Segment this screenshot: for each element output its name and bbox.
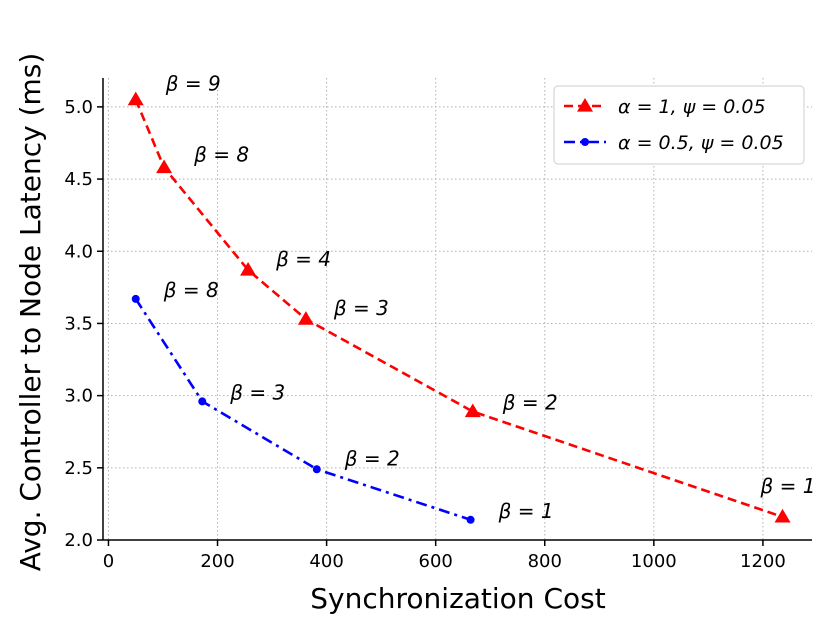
y-axis-label: Avg. Controller to Node Latency (ms)	[14, 53, 47, 572]
x-tick-label: 1000	[631, 551, 677, 572]
series-line-2	[134, 298, 471, 522]
data-point	[198, 397, 207, 406]
point-annotation: β = 2	[344, 446, 400, 470]
series-layer	[127, 91, 791, 524]
legend-marker	[581, 138, 589, 146]
point-annotation: β = 1	[760, 474, 816, 498]
legend: α = 1, ψ = 0.05 α = 0.5, ψ = 0.05	[553, 85, 805, 165]
point-annotation: β = 4	[275, 247, 331, 271]
data-point	[240, 262, 257, 276]
point-annotation: β = 1	[498, 499, 554, 523]
y-tick-label: 4.5	[64, 169, 93, 190]
point-annotation: β = 8	[163, 278, 219, 302]
legend-box	[553, 85, 805, 165]
data-point	[156, 159, 173, 174]
x-tick-label: 1200	[740, 551, 786, 572]
point-annotation: β = 9	[165, 72, 221, 96]
legend-label: α = 1, ψ = 0.05	[618, 96, 766, 118]
legend-label: α = 0.5, ψ = 0.05	[618, 132, 784, 154]
point-annotation: β = 3	[333, 296, 389, 320]
legend-marker	[577, 98, 593, 112]
y-tick-label: 2.0	[64, 530, 93, 551]
y-tick-label: 4.0	[64, 241, 93, 262]
data-point	[774, 508, 791, 523]
series-line-1	[134, 99, 783, 519]
data-point	[312, 465, 321, 474]
y-tick-label: 2.5	[64, 458, 93, 479]
point-annotation: β = 2	[502, 391, 558, 415]
data-point	[297, 311, 314, 325]
data-point	[127, 91, 144, 106]
x-tick-label: 400	[309, 551, 343, 572]
axes	[102, 78, 812, 541]
x-tick-label: 0	[103, 551, 114, 572]
ticks: 0 200 400 600 800 1000 1200 2.0 2.5 3.0 3.5 4.0 4.5 5…	[64, 97, 785, 572]
y-tick-label: 3.5	[64, 313, 93, 334]
point-annotation: β = 3	[229, 380, 285, 404]
x-tick-label: 800	[528, 551, 562, 572]
x-tick-label: 200	[200, 551, 234, 572]
y-tick-label: 3.0	[64, 386, 93, 407]
data-point	[466, 515, 475, 524]
annotations: β = 9 β = 8 β = 4 β = 3 β = 2 β = 1 β = 8 β = 3…	[163, 72, 816, 523]
data-point	[131, 294, 140, 303]
point-annotation: β = 8	[193, 143, 249, 167]
data-point	[464, 403, 481, 418]
y-tick-label: 5.0	[64, 97, 93, 118]
x-tick-label: 600	[419, 551, 453, 572]
x-axis-label: Synchronization Cost	[310, 582, 605, 615]
